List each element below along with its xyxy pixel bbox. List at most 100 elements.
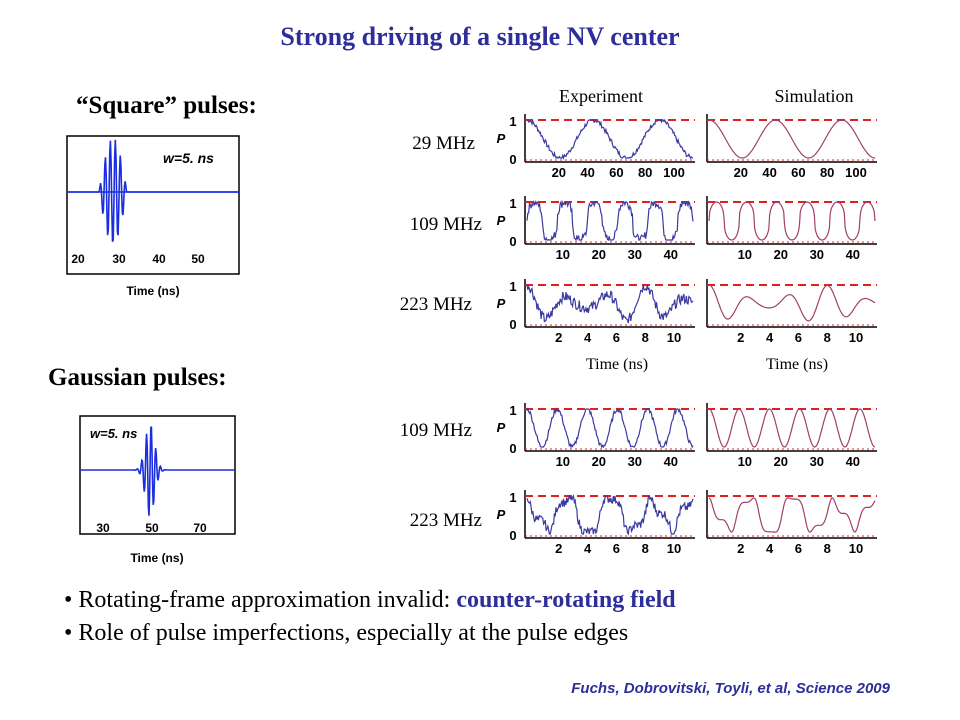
simulation-panel: 2 4 6 8 10: [706, 279, 877, 345]
simulation-panel: 20 40 60 80 100: [706, 114, 877, 180]
xtick-label: 30: [628, 247, 642, 262]
ytick-label: 1: [509, 196, 516, 211]
xtick-label: 40: [664, 247, 678, 262]
ylabel: P: [497, 507, 506, 522]
xtick-label: 20: [774, 247, 788, 262]
xtick-label: 10: [849, 330, 863, 345]
ytick-label: 0: [509, 528, 516, 543]
bullet-highlight: counter-rotating field: [456, 587, 676, 613]
ytick-label: 0: [509, 234, 516, 249]
xtick-label: 6: [795, 541, 802, 556]
xtick-label: 20: [734, 165, 748, 180]
rabi-trace: [527, 118, 693, 161]
ylabel: P: [497, 420, 506, 435]
xtick-label: 80: [820, 165, 834, 180]
xtick-label: 60: [791, 165, 805, 180]
rabi-trace: [526, 199, 694, 242]
xtick-label: 40: [762, 165, 776, 180]
ytick-label: 1: [509, 114, 516, 129]
ylabel: P: [497, 131, 506, 146]
xtick-label: 2: [555, 330, 562, 345]
freq-label-29mhz: 29 MHz: [412, 133, 475, 154]
square-tick: 30: [112, 252, 126, 266]
xtick-label: 8: [642, 541, 649, 556]
xtick-label: 10: [556, 247, 570, 262]
xtick-label: 10: [738, 454, 752, 469]
time-label-simulation: Time (ns): [765, 356, 829, 373]
ylabel: P: [497, 296, 506, 311]
bullet-item: • Rotating-frame approximation invalid: …: [64, 587, 676, 613]
xtick-label: 40: [846, 247, 860, 262]
xtick-label: 6: [795, 330, 802, 345]
xtick-label: 20: [592, 454, 606, 469]
freq-label-109mhz: 109 MHz: [409, 214, 482, 235]
square-pulse-inset: w=5. ns 20 30 40 50 Time (ns): [66, 135, 240, 298]
bullet-list: • Rotating-frame approximation invalid: …: [64, 584, 676, 650]
xtick-label: 40: [664, 454, 678, 469]
rabi-trace: [526, 284, 694, 324]
rabi-trace: [708, 201, 876, 241]
citation: Fuchs, Dobrovitski, Toyli, et al, Scienc…: [571, 680, 890, 697]
freq-label-223mhz: 223 MHz: [399, 294, 472, 315]
xtick-label: 8: [642, 330, 649, 345]
xtick-label: 10: [667, 330, 681, 345]
ytick-label: 0: [509, 152, 516, 167]
xtick-label: 10: [849, 541, 863, 556]
xtick-label: 6: [613, 330, 620, 345]
gaussian-pulse-inset: w=5. ns 30 50 70 Time (ns): [79, 415, 236, 565]
square-pulses-heading: “Square” pulses:: [76, 92, 257, 119]
xtick-label: 100: [663, 165, 685, 180]
xtick-label: 20: [592, 247, 606, 262]
gaussian-tick: 30: [96, 521, 110, 535]
ytick-label: 1: [509, 403, 516, 418]
bullet-text: Rotating-frame approximation invalid:: [78, 587, 457, 613]
xtick-label: 80: [638, 165, 652, 180]
square-tick: 50: [191, 252, 205, 266]
xtick-label: 6: [613, 541, 620, 556]
gaussian-tick: 70: [193, 521, 207, 535]
ytick-label: 0: [509, 441, 516, 456]
ytick-label: 0: [509, 317, 516, 332]
bullet-item: • Role of pulse imperfections, especiall…: [64, 620, 629, 646]
square-tick: 40: [152, 252, 166, 266]
gaussian-tick: 50: [145, 521, 159, 535]
gaussian-xlabel: Time (ns): [130, 551, 183, 565]
slide-title: Strong driving of a single NV center: [280, 22, 680, 51]
xtick-label: 10: [556, 454, 570, 469]
xtick-label: 30: [810, 247, 824, 262]
xtick-label: 2: [737, 330, 744, 345]
freq-label-109mhz-gaussian: 109 MHz: [399, 420, 472, 441]
simulation-column-header: Simulation: [774, 86, 854, 106]
xtick-label: 4: [766, 330, 774, 345]
rabi-trace: [708, 119, 876, 159]
xtick-label: 4: [584, 541, 592, 556]
gaussian-pulses-heading: Gaussian pulses:: [48, 364, 227, 391]
xtick-label: 40: [846, 454, 860, 469]
xtick-label: 2: [737, 541, 744, 556]
rabi-trace: [708, 408, 876, 448]
square-xlabel: Time (ns): [126, 284, 179, 298]
simulation-panel: 2 4 6 8 10: [706, 490, 877, 556]
freq-label-223mhz-gaussian: 223 MHz: [409, 510, 482, 531]
xtick-label: 2: [555, 541, 562, 556]
square-inset-frame: [66, 135, 240, 275]
time-label-experiment: Time (ns): [585, 356, 649, 373]
experiment-column-header: Experiment: [559, 86, 643, 106]
simulation-panel: 10 20 30 40: [706, 196, 877, 262]
rabi-trace: [708, 284, 876, 322]
simulation-panel: 10 20 30 40: [706, 403, 877, 469]
xtick-label: 4: [584, 330, 592, 345]
square-pulse-trace: [67, 139, 239, 242]
xtick-label: 30: [628, 454, 642, 469]
experiment-panel: 1 0P 20 40 60 80 100: [497, 114, 695, 180]
xtick-label: 40: [580, 165, 594, 180]
rabi-trace: [708, 497, 876, 533]
xtick-label: 30: [810, 454, 824, 469]
gaussian-inset-label: w=5. ns: [90, 426, 137, 441]
xtick-label: 8: [824, 330, 831, 345]
gaussian-pulse-trace: [80, 426, 235, 516]
